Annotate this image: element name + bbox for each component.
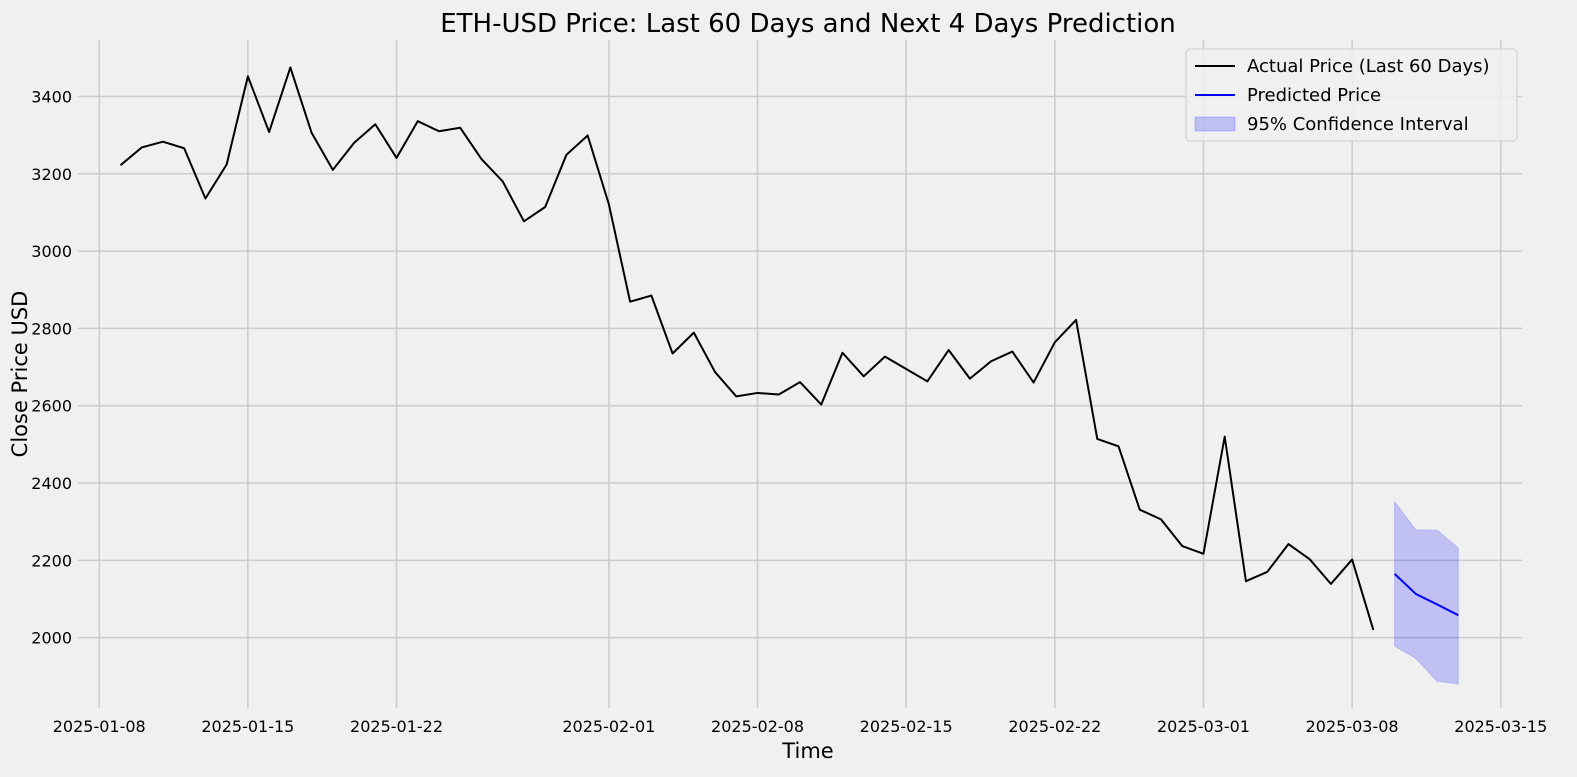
x-tick-label: 2025-02-15 <box>860 717 953 736</box>
x-tick-label: 2025-01-22 <box>350 717 443 736</box>
y-tick-label: 3200 <box>31 165 72 184</box>
legend-label-actual: Actual Price (Last 60 Days) <box>1247 56 1490 77</box>
legend-swatch-confidence <box>1194 116 1236 132</box>
y-tick-label: 3000 <box>31 242 72 261</box>
x-tick-label: 2025-01-08 <box>53 717 146 736</box>
tick-labels: 2000 2200 2400 2600 2800 3000 3200 3400 2025-01-… <box>31 87 1547 736</box>
legend-label-predicted: Predicted Price <box>1247 85 1381 106</box>
y-axis-label: Close Price USD <box>8 291 32 458</box>
confidence-interval-band <box>1394 500 1459 685</box>
y-tick-label: 2800 <box>31 319 72 338</box>
legend-box <box>1185 48 1518 142</box>
x-tick-label: 2025-02-08 <box>711 717 804 736</box>
x-axis-label: Time <box>781 739 833 763</box>
y-tick-label: 3400 <box>31 87 72 106</box>
legend: Actual Price (Last 60 Days) Predicted Pr… <box>1185 48 1518 142</box>
x-tick-label: 2025-03-01 <box>1157 717 1250 736</box>
confidence-interval-band-layer <box>1394 500 1459 685</box>
legend-label-confidence: 95% Confidence Interval <box>1247 114 1469 135</box>
x-tick-label: 2025-01-15 <box>201 717 294 736</box>
y-tick-label: 2600 <box>31 397 72 416</box>
actual-price-line <box>119 66 1375 631</box>
chart-title: ETH-USD Price: Last 60 Days and Next 4 D… <box>440 9 1176 39</box>
y-tick-label: 2200 <box>31 551 72 570</box>
y-tick-label: 2000 <box>31 629 72 648</box>
x-tick-label: 2025-03-15 <box>1454 717 1547 736</box>
predicted-price-line <box>1393 573 1459 617</box>
y-tick-label: 2400 <box>31 474 72 493</box>
x-tick-label: 2025-03-08 <box>1306 717 1399 736</box>
grid <box>78 40 1522 708</box>
series-lines <box>119 66 1459 631</box>
x-tick-label: 2025-02-22 <box>1008 717 1101 736</box>
x-tick-label: 2025-02-01 <box>562 717 655 736</box>
